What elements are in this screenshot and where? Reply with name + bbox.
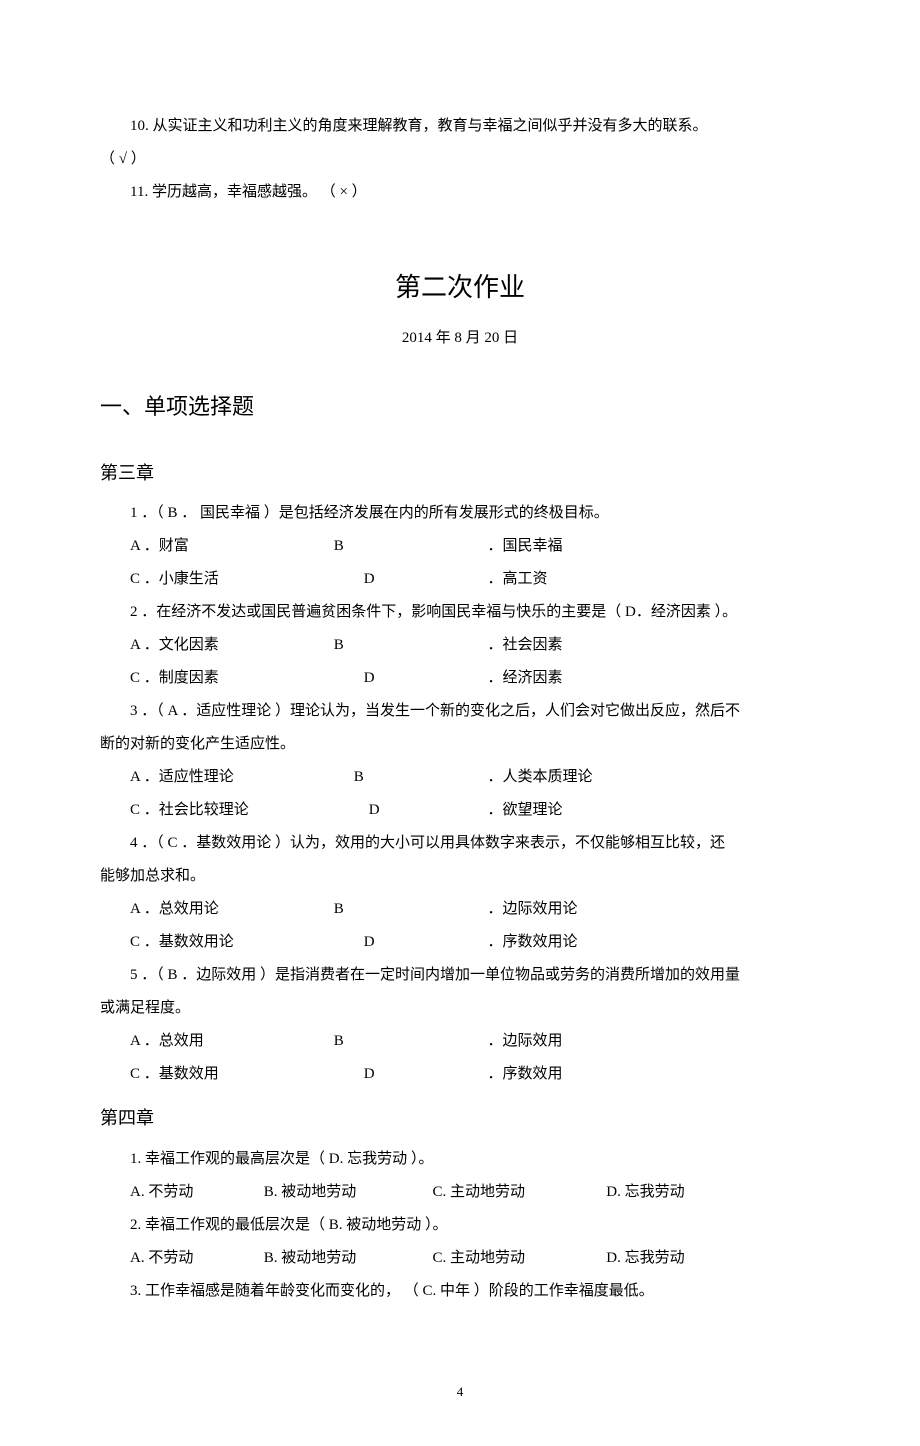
option-a: A ．财富: [130, 530, 330, 563]
option-c: C. 主动地劳动: [433, 1242, 603, 1275]
assignment-date: 2014 年 8 月 20 日: [100, 322, 820, 355]
assignment-title: 第二次作业: [100, 259, 820, 316]
chapter-4-heading: 第四章: [100, 1099, 820, 1139]
chapter-3-heading: 第三章: [100, 454, 820, 494]
option-b: B. 被动地劳动: [264, 1242, 429, 1275]
page-number: 4: [100, 1378, 820, 1407]
ch3-q2-row-ab: A ．文化因素 B ．社会因素: [100, 629, 820, 662]
option-a: A. 不劳动: [130, 1242, 260, 1275]
option-c: C ．制度因素: [130, 662, 360, 695]
ch3-q2-row-cd: C ．制度因素 D ．经济因素: [100, 662, 820, 695]
ch3-q1-row-ab: A ．财富 B ．国民幸福: [100, 530, 820, 563]
tf-item-11: 11. 学历越高，幸福感越强。 （ × ）: [100, 176, 820, 209]
ch3-q5-stem-a: 5 ．（ B ．边际效用 ）是指消费者在一定时间内增加一单位物品或劳务的消费所增…: [100, 959, 820, 992]
tf-item-10-line2: （ √ ）: [100, 143, 820, 176]
ch4-q2-options: A. 不劳动 B. 被动地劳动 C. 主动地劳动 D. 忘我劳动: [100, 1242, 820, 1275]
ch4-q1-stem: 1. 幸福工作观的最高层次是（ D. 忘我劳动 ）。: [100, 1143, 820, 1176]
ch3-q5-row-ab: A ．总效用 B ．边际效用: [100, 1025, 820, 1058]
option-d-letter: D: [364, 563, 484, 596]
ch3-q1-row-cd: C ．小康生活 D ．高工资: [100, 563, 820, 596]
option-d-text: ．欲望理论: [488, 794, 563, 827]
ch3-q3-stem-a: 3 ．（ A ．适应性理论 ）理论认为，当发生一个新的变化之后，人们会对它做出反…: [100, 695, 820, 728]
option-d: D. 忘我劳动: [606, 1176, 684, 1209]
option-d-text: ．序数效用: [488, 1058, 563, 1091]
option-d-text: ．高工资: [488, 563, 548, 596]
ch3-q3-stem-b: 断的对新的变化产生适应性。: [100, 728, 820, 761]
option-b: B. 被动地劳动: [264, 1176, 429, 1209]
option-b-text: ．社会因素: [488, 629, 563, 662]
ch3-q5-row-cd: C ．基数效用 D ．序数效用: [100, 1058, 820, 1091]
option-c: C ．基数效用论: [130, 926, 360, 959]
option-c: C ．小康生活: [130, 563, 360, 596]
ch3-q2-stem: 2 ．在经济不发达或国民普遍贫困条件下，影响国民幸福与快乐的主要是（ D．经济因…: [100, 596, 820, 629]
option-b-text: ．边际效用论: [488, 893, 578, 926]
option-d-letter: D: [364, 1058, 484, 1091]
option-b-text: ．边际效用: [488, 1025, 563, 1058]
option-a: A ．文化因素: [130, 629, 330, 662]
option-a: A ．适应性理论: [130, 761, 350, 794]
option-c: C ．基数效用: [130, 1058, 360, 1091]
option-c: C. 主动地劳动: [433, 1176, 603, 1209]
option-c: C ．社会比较理论: [130, 794, 365, 827]
option-b-letter: B: [354, 761, 484, 794]
ch4-q2-stem: 2. 幸福工作观的最低层次是（ B. 被动地劳动 ）。: [100, 1209, 820, 1242]
option-d-text: ．序数效用论: [488, 926, 578, 959]
option-b-letter: B: [334, 530, 484, 563]
ch3-q3-row-cd: C ．社会比较理论 D ．欲望理论: [100, 794, 820, 827]
ch4-q1-options: A. 不劳动 B. 被动地劳动 C. 主动地劳动 D. 忘我劳动: [100, 1176, 820, 1209]
option-d-letter: D: [364, 662, 484, 695]
ch3-q4-row-ab: A ．总效用论 B ．边际效用论: [100, 893, 820, 926]
option-b-letter: B: [334, 893, 484, 926]
option-d: D. 忘我劳动: [606, 1242, 684, 1275]
option-a: A ．总效用论: [130, 893, 330, 926]
option-d-text: ．经济因素: [488, 662, 563, 695]
option-d-letter: D: [364, 926, 484, 959]
ch3-q4-row-cd: C ．基数效用论 D ．序数效用论: [100, 926, 820, 959]
ch3-q1-stem: 1 ．（ B ． 国民幸福 ）是包括经济发展在内的所有发展形式的终极目标。: [100, 497, 820, 530]
section-single-choice: 一、单项选择题: [100, 383, 820, 431]
option-d-letter: D: [369, 794, 484, 827]
option-a: A ．总效用: [130, 1025, 330, 1058]
option-b-text: ．人类本质理论: [488, 761, 593, 794]
ch3-q5-stem-b: 或满足程度。: [100, 992, 820, 1025]
ch3-q3-row-ab: A ．适应性理论 B ．人类本质理论: [100, 761, 820, 794]
option-b-text: ．国民幸福: [488, 530, 563, 563]
ch3-q4-stem-b: 能够加总求和。: [100, 860, 820, 893]
option-b-letter: B: [334, 1025, 484, 1058]
option-b-letter: B: [334, 629, 484, 662]
ch3-q4-stem-a: 4 ．（ C ．基数效用论 ）认为，效用的大小可以用具体数字来表示，不仅能够相互…: [100, 827, 820, 860]
tf-item-10-line1: 10. 从实证主义和功利主义的角度来理解教育，教育与幸福之间似乎并没有多大的联系…: [100, 110, 820, 143]
option-a: A. 不劳动: [130, 1176, 260, 1209]
